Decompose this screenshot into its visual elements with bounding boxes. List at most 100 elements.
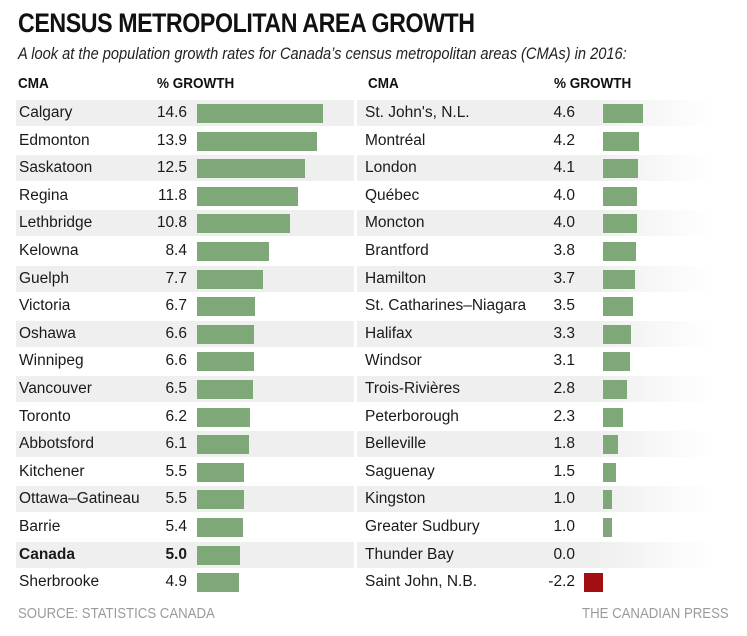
growth-value: 1.0 xyxy=(553,490,575,508)
growth-value: 6.1 xyxy=(165,435,187,453)
cma-name: Trois-Rivières xyxy=(365,380,461,397)
growth-bar xyxy=(603,159,639,179)
cma-name: Montréal xyxy=(365,131,426,149)
table-row: Toronto 6.2 xyxy=(16,404,354,430)
growth-bar xyxy=(197,186,299,206)
growth-bar xyxy=(197,324,254,344)
table-row: Saint John, N.B. -2.2 xyxy=(357,569,712,595)
table-row: Abbotsford 6.1 xyxy=(16,431,354,458)
table-row: Hamilton 3.7 xyxy=(357,265,712,292)
cma-name: Abbotsford xyxy=(19,435,94,453)
table-row: Windsor 3.1 xyxy=(357,348,712,374)
cma-name: Oshawa xyxy=(19,324,76,342)
growth-bar xyxy=(197,104,323,123)
growth-value: 5.5 xyxy=(165,490,187,508)
growth-bar xyxy=(603,214,638,234)
row-band xyxy=(357,320,712,347)
row-band xyxy=(357,265,712,292)
growth-value: 3.1 xyxy=(553,352,575,370)
growth-bar xyxy=(197,490,245,510)
table-row: Sherbrooke 4.9 xyxy=(16,569,354,595)
growth-value: 11.8 xyxy=(157,186,187,204)
cma-name: Edmonton xyxy=(19,131,90,149)
growth-bar xyxy=(197,297,255,317)
chart-subtitle: A look at the population growth rates fo… xyxy=(18,44,627,63)
growth-value: 5.4 xyxy=(165,518,187,535)
growth-value: 8.4 xyxy=(165,242,187,259)
source-note: SOURCE: STATISTICS CANADA xyxy=(18,605,215,622)
table-row: Moncton 4.0 xyxy=(357,210,712,237)
growth-value: 1.0 xyxy=(553,518,575,535)
cma-name: Toronto xyxy=(19,407,71,425)
table-row: St. John's, N.L. 4.6 xyxy=(357,100,712,126)
table-row: Halifax 3.3 xyxy=(357,320,712,347)
cma-name: Peterborough xyxy=(365,407,459,425)
table-row: Québec 4.0 xyxy=(357,183,712,209)
cma-name: Windsor xyxy=(365,352,422,370)
row-band xyxy=(357,376,712,402)
cma-name: Belleville xyxy=(365,435,427,453)
cma-name: Vancouver xyxy=(19,380,92,397)
growth-value: 4.9 xyxy=(165,573,187,591)
growth-bar xyxy=(197,380,253,399)
growth-bar xyxy=(197,352,254,372)
growth-bar xyxy=(603,407,623,427)
table-row: Thunder Bay 0.0 xyxy=(357,541,712,568)
growth-bar xyxy=(603,104,643,123)
cma-name: Lethbridge xyxy=(19,214,93,232)
row-band xyxy=(357,100,712,126)
growth-value: 1.5 xyxy=(553,462,575,480)
growth-value: 1.8 xyxy=(553,435,575,453)
table-row: Regina 11.8 xyxy=(16,183,354,209)
negative-growth-bar xyxy=(584,573,603,593)
cma-name: St. John's, N.L. xyxy=(365,104,470,121)
growth-bar xyxy=(603,269,635,289)
cma-name: Barrie xyxy=(19,518,61,535)
cma-name: Moncton xyxy=(365,214,425,232)
row-band xyxy=(16,541,354,568)
cma-name: Saskatoon xyxy=(19,159,93,177)
cma-name: Saint John, N.B. xyxy=(365,573,478,591)
row-band xyxy=(357,541,712,568)
row-band xyxy=(16,210,354,237)
table-row: Vancouver 6.5 xyxy=(16,376,354,402)
row-band xyxy=(16,265,354,292)
cma-name: Brantford xyxy=(365,242,429,259)
table-row: St. Catharines–Niagara 3.5 xyxy=(357,293,712,319)
cma-name: Winnipeg xyxy=(19,352,84,370)
growth-bar xyxy=(603,462,616,482)
cma-name: Kitchener xyxy=(19,462,85,480)
table-row: Calgary 14.6 xyxy=(16,100,354,126)
cma-name: Guelph xyxy=(19,269,69,287)
cma-name: Greater Sudbury xyxy=(365,518,480,535)
growth-bar xyxy=(197,545,240,565)
table-row: Saskatoon 12.5 xyxy=(16,155,354,182)
growth-bar xyxy=(197,435,250,455)
growth-value: 6.6 xyxy=(165,324,187,342)
cma-name: Victoria xyxy=(19,297,71,315)
table-row: Oshawa 6.6 xyxy=(16,320,354,347)
table-row: Belleville 1.8 xyxy=(357,431,712,458)
growth-bar xyxy=(603,186,638,206)
growth-bar xyxy=(603,380,628,399)
growth-value: -2.2 xyxy=(548,573,575,591)
table-row: London 4.1 xyxy=(357,155,712,182)
growth-bar xyxy=(603,297,634,317)
growth-value: 3.3 xyxy=(553,324,575,342)
growth-bar xyxy=(603,518,612,537)
growth-value: 6.2 xyxy=(165,407,187,425)
growth-value: 4.0 xyxy=(553,186,575,204)
cma-name: Calgary xyxy=(19,104,73,121)
growth-value: 0.0 xyxy=(553,545,575,563)
cma-name: London xyxy=(365,159,417,177)
row-band xyxy=(16,486,354,513)
growth-bar xyxy=(603,352,630,372)
left-cma-header: CMA xyxy=(18,75,49,92)
growth-value: 4.6 xyxy=(553,104,575,121)
cma-name: Ottawa–Gatineau xyxy=(19,490,140,508)
growth-value: 2.3 xyxy=(553,407,575,425)
cma-name: Halifax xyxy=(365,324,413,342)
growth-value: 5.0 xyxy=(165,545,187,563)
table-row: Trois-Rivières 2.8 xyxy=(357,376,712,402)
cma-name: Sherbrooke xyxy=(19,573,100,591)
